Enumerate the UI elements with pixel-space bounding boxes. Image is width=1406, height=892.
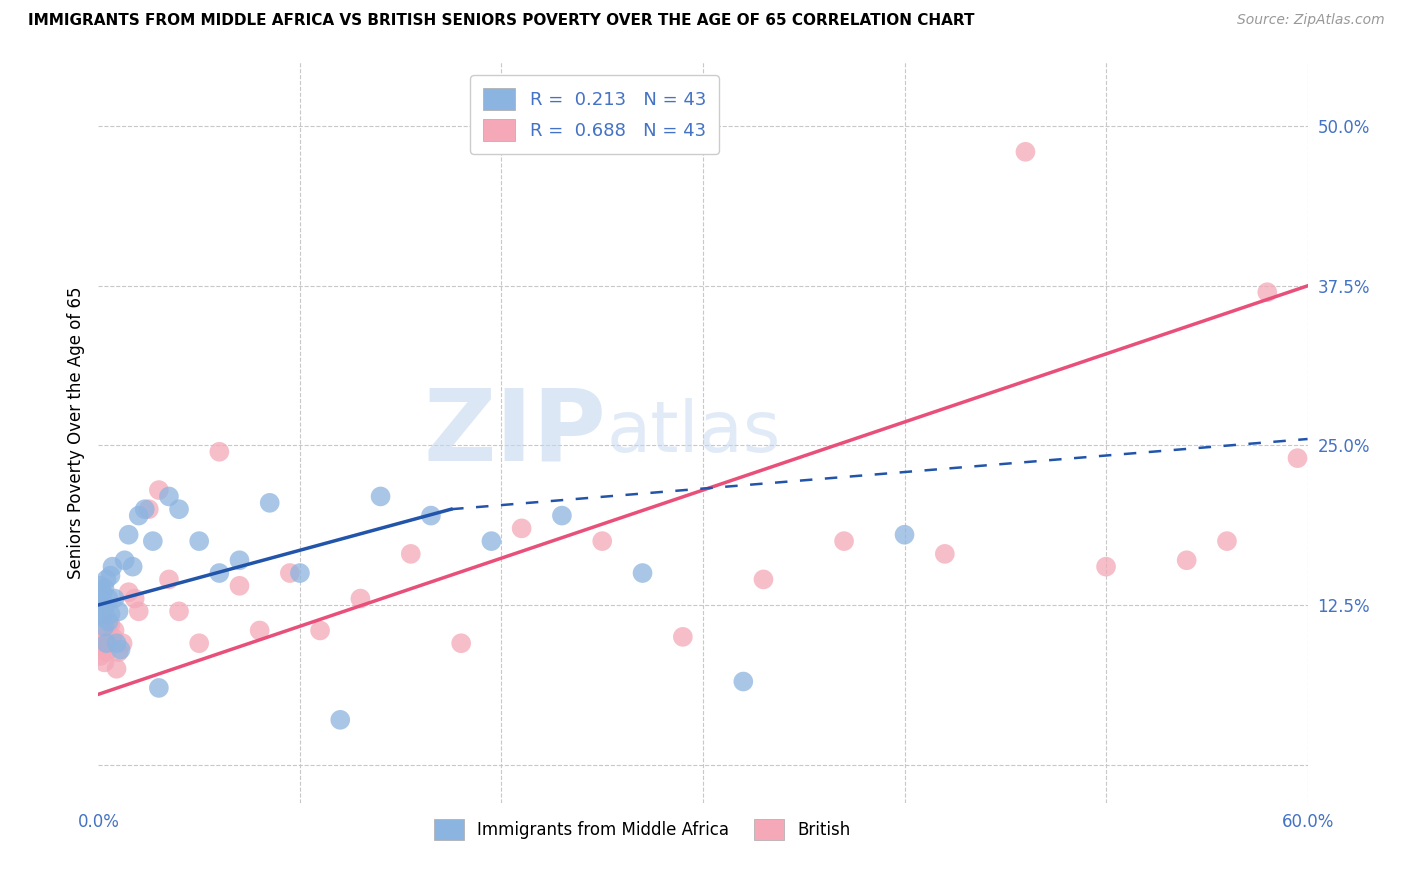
Point [93,656,115,670]
Point [1216,534,1239,549]
Text: Source: ZipAtlas.com: Source: ZipAtlas.com [1237,13,1385,28]
Point [510,521,533,535]
Point [349,591,371,606]
Point [249,624,271,638]
Point [93,582,115,596]
Point [89,579,111,593]
Point [157,490,180,504]
Point [157,573,180,587]
Point [148,483,170,497]
Point [1014,145,1036,159]
Point [124,591,146,606]
Point [101,559,124,574]
Point [91,642,114,657]
Point [96,610,118,624]
Point [128,604,150,618]
Point [309,624,332,638]
Point [91,594,114,608]
Point [752,573,775,587]
Point [118,527,141,541]
Point [100,607,122,621]
Point [167,604,190,618]
Point [91,585,114,599]
Point [134,502,156,516]
Point [208,444,231,458]
Point [1095,559,1118,574]
Point [107,645,129,659]
Point [188,636,211,650]
Point [110,642,132,657]
Point [93,601,115,615]
Point [228,553,250,567]
Point [450,636,472,650]
Point [89,636,111,650]
Point [91,607,114,621]
Point [96,573,118,587]
Point [893,527,915,541]
Point [93,630,115,644]
Point [208,566,231,580]
Point [97,591,120,606]
Point [118,585,141,599]
Point [138,502,160,516]
Text: ZIP: ZIP [423,384,606,481]
Point [288,566,311,580]
Point [228,579,250,593]
Point [96,636,118,650]
Point [100,568,122,582]
Point [591,534,613,549]
Point [1256,285,1278,300]
Point [934,547,956,561]
Point [278,566,301,580]
Point [481,534,503,549]
Point [107,604,129,618]
Point [103,624,125,638]
Point [1286,451,1309,466]
Text: atlas: atlas [606,398,780,467]
Point [96,645,118,659]
Point [148,681,170,695]
Point [167,502,190,516]
Point [832,534,855,549]
Legend: Immigrants from Middle Africa, British: Immigrants from Middle Africa, British [427,813,858,847]
Point [89,598,111,612]
Point [1175,553,1198,567]
Point [97,636,120,650]
Point [89,591,111,606]
Point [329,713,352,727]
Point [420,508,443,523]
Point [89,648,111,663]
Point [631,566,654,580]
Point [128,508,150,523]
Point [188,534,211,549]
Point [672,630,695,644]
Point [142,534,165,549]
Point [551,508,574,523]
Point [370,490,392,504]
Point [111,636,134,650]
Point [399,547,422,561]
Point [105,662,128,676]
Y-axis label: Seniors Poverty Over the Age of 65: Seniors Poverty Over the Age of 65 [66,286,84,579]
Point [114,553,136,567]
Point [91,610,114,624]
Point [91,624,114,638]
Point [121,559,143,574]
Point [100,617,122,632]
Point [105,636,128,650]
Point [93,620,115,634]
Point [259,496,281,510]
Text: IMMIGRANTS FROM MIDDLE AFRICA VS BRITISH SENIORS POVERTY OVER THE AGE OF 65 CORR: IMMIGRANTS FROM MIDDLE AFRICA VS BRITISH… [28,13,974,29]
Point [101,630,124,644]
Point [733,674,755,689]
Point [97,615,120,629]
Point [103,591,125,606]
